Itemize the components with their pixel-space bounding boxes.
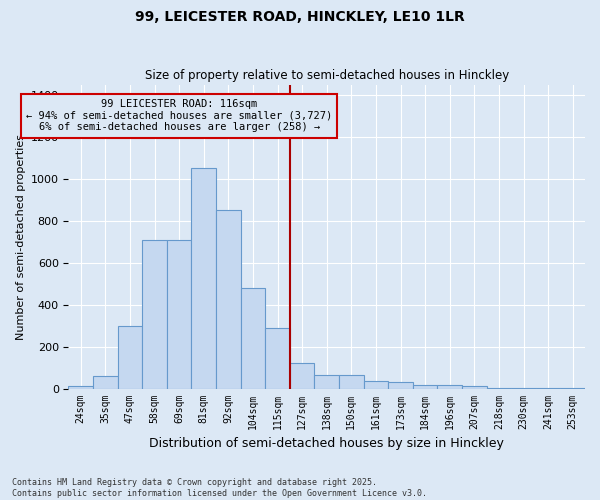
Bar: [462, 386, 487, 388]
Bar: [118, 326, 142, 388]
Bar: [413, 386, 437, 388]
Text: 99 LEICESTER ROAD: 116sqm
← 94% of semi-detached houses are smaller (3,727)
6% o: 99 LEICESTER ROAD: 116sqm ← 94% of semi-…: [26, 99, 332, 132]
Bar: [68, 386, 93, 388]
Bar: [339, 375, 364, 388]
Bar: [388, 382, 413, 388]
Bar: [364, 381, 388, 388]
Bar: [314, 375, 339, 388]
Title: Size of property relative to semi-detached houses in Hinckley: Size of property relative to semi-detach…: [145, 69, 509, 82]
Y-axis label: Number of semi-detached properties: Number of semi-detached properties: [16, 134, 26, 340]
Bar: [265, 328, 290, 388]
Bar: [216, 210, 241, 388]
Bar: [167, 240, 191, 388]
Bar: [437, 386, 462, 388]
Text: 99, LEICESTER ROAD, HINCKLEY, LE10 1LR: 99, LEICESTER ROAD, HINCKLEY, LE10 1LR: [135, 10, 465, 24]
Bar: [241, 288, 265, 388]
Bar: [93, 376, 118, 388]
Text: Contains HM Land Registry data © Crown copyright and database right 2025.
Contai: Contains HM Land Registry data © Crown c…: [12, 478, 427, 498]
X-axis label: Distribution of semi-detached houses by size in Hinckley: Distribution of semi-detached houses by …: [149, 437, 504, 450]
Bar: [142, 240, 167, 388]
Bar: [191, 168, 216, 388]
Bar: [290, 364, 314, 388]
